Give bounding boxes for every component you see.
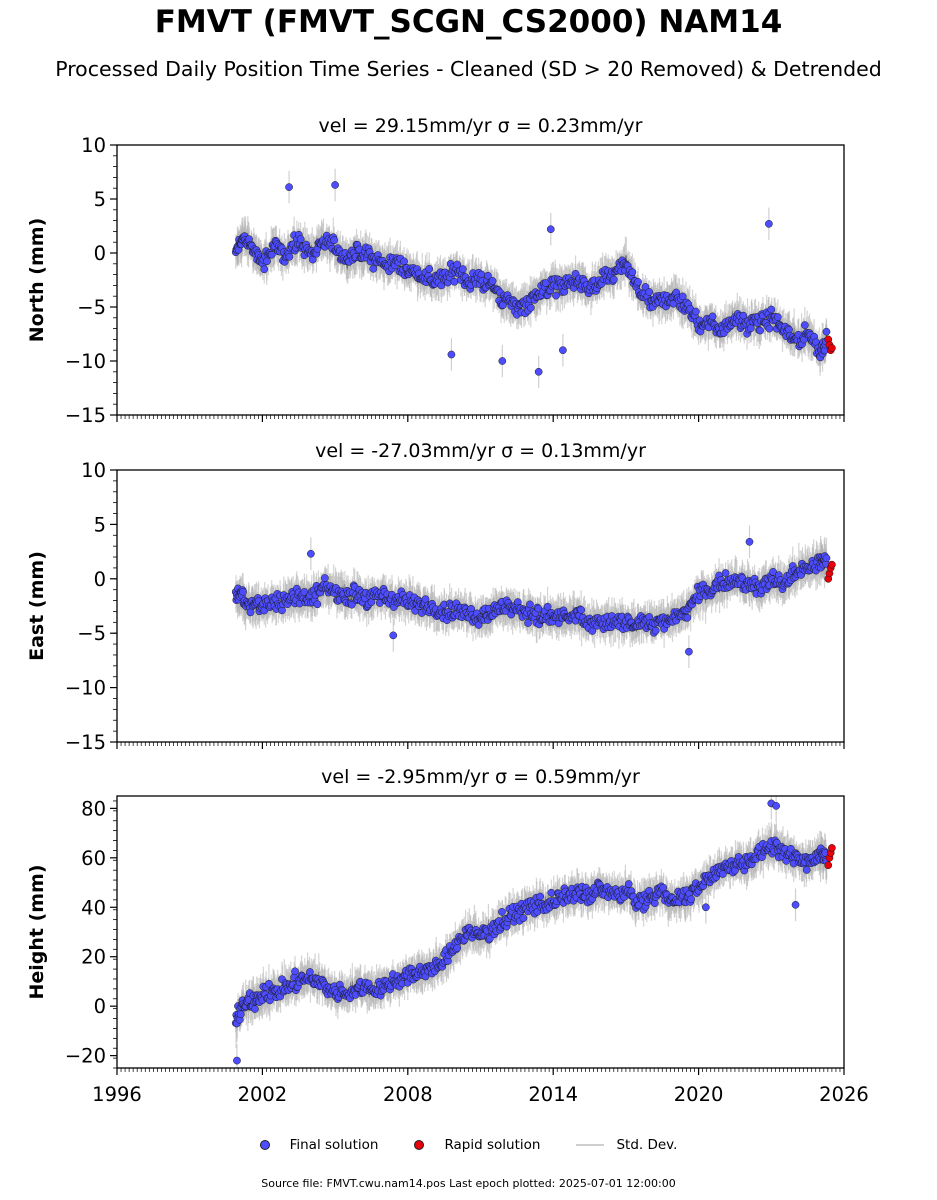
final-solution-point: [246, 608, 255, 617]
final-solution-point: [552, 291, 560, 300]
y-axis-label: East (mm): [26, 551, 48, 661]
final-solution-point: [543, 602, 552, 611]
final-solution-point: [746, 324, 755, 333]
final-solution-point: [400, 257, 408, 266]
final-solution-point: [534, 604, 543, 613]
final-solution-point: [453, 260, 462, 269]
y-tick-label: 0: [94, 568, 106, 591]
y-tick-label: −15: [65, 731, 106, 754]
panel-title: vel = 29.15mm/yr σ = 0.23mm/yr: [319, 115, 643, 137]
final-solution-outlier: [546, 225, 555, 234]
final-solution-point: [683, 613, 692, 622]
final-solution-point: [369, 264, 378, 273]
final-solution-point: [526, 600, 534, 609]
final-solution-point: [773, 313, 782, 321]
final-solution-outlier: [331, 181, 339, 189]
final-solution-point: [609, 275, 618, 284]
final-solution-point: [450, 277, 459, 286]
final-solution-point: [320, 574, 329, 582]
y-tick-label: −5: [77, 622, 106, 645]
final-solution-point: [678, 292, 687, 301]
y-tick-label: −15: [65, 404, 106, 427]
final-solution-point: [822, 327, 831, 336]
final-solution-outlier: [559, 346, 567, 355]
final-solution-point: [801, 321, 809, 329]
final-solution-outlier: [447, 350, 456, 359]
panel-2: vel = -27.03mm/yr σ = 0.13mm/yr East (mm)…: [26, 440, 845, 754]
y-tick-label: 0: [94, 242, 106, 265]
y-tick-label: 5: [94, 188, 106, 211]
final-solution-outlier: [389, 631, 398, 640]
final-solution-outlier: [534, 367, 543, 376]
panel-title: vel = -2.95mm/yr σ = 0.59mm/yr: [321, 766, 640, 788]
final-solution-point: [708, 312, 717, 321]
y-axis-label: Height (mm): [26, 864, 48, 999]
final-solution-point: [541, 279, 550, 287]
data-layer: [231, 168, 836, 388]
final-solution-point: [239, 587, 247, 596]
chart-title: FMVT (FMVT_SCGN_CS2000) NAM14: [154, 4, 783, 40]
y-tick-label: −10: [65, 677, 106, 700]
y-axis-label: North (mm): [26, 218, 48, 343]
final-solution-outlier: [498, 357, 507, 365]
rapid-solution-point: [828, 344, 836, 352]
final-solution-point: [300, 588, 309, 596]
final-solution-point: [296, 235, 305, 243]
final-solution-point: [769, 568, 778, 576]
final-solution-point: [524, 619, 532, 627]
data-layer: [231, 796, 836, 1068]
chart-subtitle: Processed Daily Position Time Series - C…: [55, 57, 882, 81]
rapid-solution-point: [828, 560, 836, 569]
panel-3: vel = -2.95mm/yr σ = 0.59mm/yr Height (mm…: [26, 766, 869, 1106]
final-solution-point: [691, 307, 700, 316]
final-solution-point: [477, 270, 486, 279]
final-solution-point: [721, 569, 730, 577]
final-solution-point: [488, 277, 497, 285]
y-tick-label: 10: [81, 134, 106, 157]
final-solution-point: [425, 265, 434, 273]
panel-title: vel = -27.03mm/yr σ = 0.13mm/yr: [315, 440, 646, 462]
final-solution-point: [628, 268, 637, 277]
final-solution-point: [330, 236, 339, 245]
final-solution-point: [756, 326, 764, 335]
final-solution-point: [645, 288, 654, 296]
final-solution-point: [348, 600, 356, 609]
final-solution-point: [577, 606, 586, 614]
final-solution-outlier: [285, 183, 293, 191]
data-layer: [231, 525, 836, 669]
final-solution-outlier: [685, 647, 693, 656]
final-solution-point: [267, 250, 276, 259]
panel-1: vel = 29.15mm/yr σ = 0.23mm/yr North (mm)…: [26, 115, 845, 427]
final-solution-outlier: [745, 537, 754, 546]
final-solution-point: [822, 554, 831, 562]
y-tick-label: −5: [77, 296, 106, 319]
final-solution-point: [313, 600, 322, 609]
final-solution-point: [260, 265, 269, 274]
y-tick-label: 5: [94, 513, 106, 536]
final-solution-outlier: [307, 549, 315, 558]
final-solution-point: [651, 626, 660, 635]
final-solution-point: [526, 303, 535, 312]
final-solution-point: [484, 271, 492, 280]
final-solution-point: [669, 299, 678, 308]
final-solution-point: [458, 265, 467, 273]
final-solution-point: [285, 252, 294, 261]
final-solution-point: [767, 305, 776, 314]
y-tick-label: 10: [81, 459, 106, 482]
final-solution-point: [634, 278, 642, 286]
y-tick-label: −10: [65, 350, 106, 373]
final-solution-point: [263, 257, 271, 266]
final-solution-point: [765, 324, 774, 333]
final-solution-outlier: [765, 219, 773, 228]
